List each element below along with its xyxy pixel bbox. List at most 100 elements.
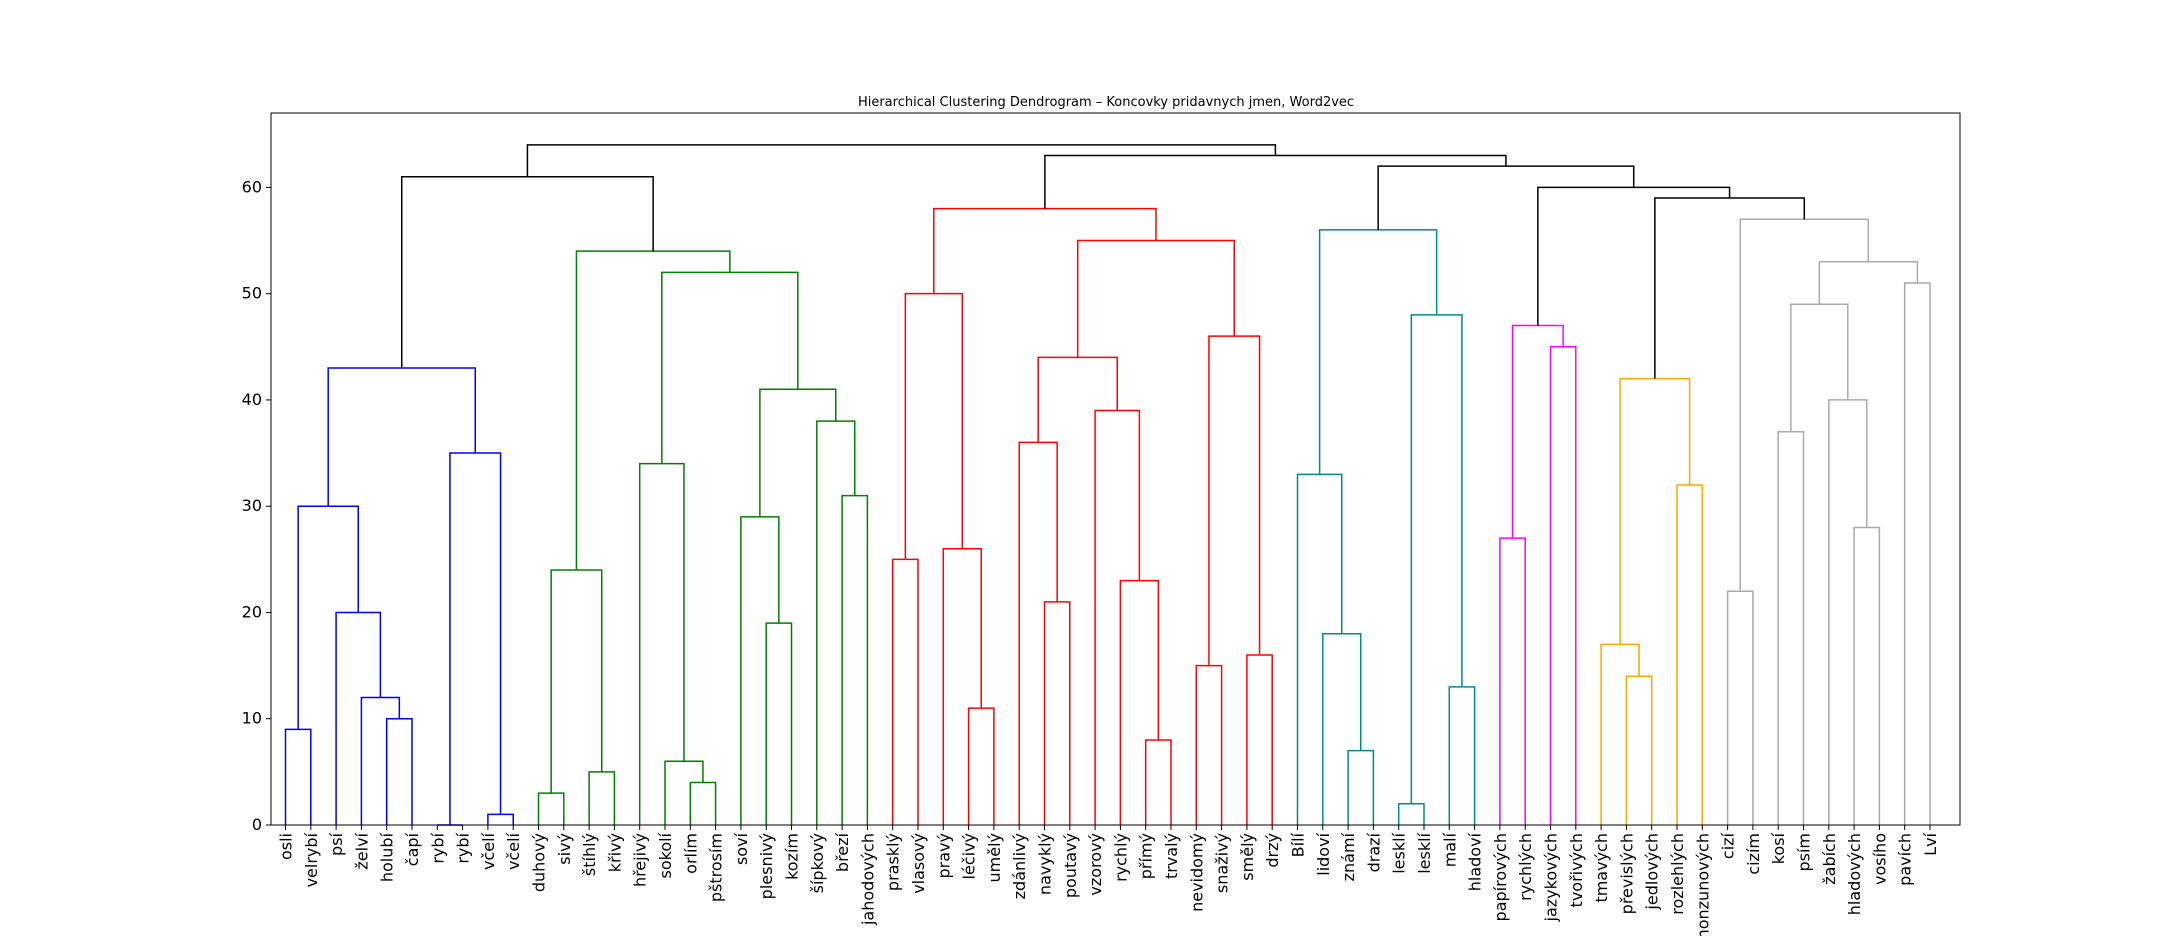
leaf-label: rychlých [1516,833,1535,901]
dendrogram-link [487,813,514,825]
y-tick-label: 40 [242,390,262,409]
leaf-label: pavích [1896,833,1915,886]
dendrogram-link [537,792,565,825]
dendrogram-link [1246,654,1273,825]
leaf-label: holubí [378,832,397,882]
leaf-label: rychlý [1111,833,1130,882]
leaf-label: osli [277,833,296,860]
dendrogram-link [360,696,401,825]
dendrogram-link [1044,154,1507,209]
leaf-label: kosí [1769,832,1788,864]
leaf-label: hladoví [1466,832,1485,891]
dendrogram-link [933,207,1157,294]
leaf-label: duhový [530,833,549,892]
dendrogram-link [1537,186,1731,326]
leaf-label: želví [352,832,371,869]
leaf-label: převislých [1617,833,1636,914]
leaf-label: monzunových [1693,833,1712,936]
leaf-label: velrybí [302,832,321,887]
leaf-label: rozlehlých [1668,833,1687,915]
leaf-label: hřejivý [631,833,650,887]
dendrogram-link [689,781,717,825]
leaf-label: sokolí [656,832,675,878]
leaf-label: cizím [1744,833,1763,875]
dendrogram-links [284,144,1931,826]
leaf-label: lesklí [1415,832,1434,873]
leaf-label: malí [1440,832,1459,867]
leaf-label: lidoví [1314,832,1333,875]
leaf-label: jedlových [1643,833,1662,911]
dendrogram-link [1600,643,1640,825]
leaf-label: prasklý [884,833,903,891]
leaf-label: papírových [1491,833,1510,921]
dendrogram-link [327,367,476,507]
dendrogram-link [550,569,603,794]
dendrogram-link [385,717,413,825]
leaf-label: vosího [1870,833,1889,885]
dendrogram-link [1094,409,1141,825]
leaf-label: štíhlý [580,833,599,876]
leaf-label: snaživý [1213,833,1232,893]
leaf-label: smělý [1238,833,1257,881]
leaf-label: rybí [428,832,447,863]
dendrogram-link [1318,229,1438,475]
dendrogram-link [1144,739,1172,825]
dendrogram-link [1296,473,1343,825]
y-tick-label: 30 [242,496,262,515]
leaf-label: navyklý [1036,833,1055,895]
dendrogram-link [1511,324,1564,539]
dendrogram-link [759,388,837,517]
dendrogram-link [588,771,616,825]
dendrogram-link [1018,441,1058,825]
dendrogram-link [1739,218,1870,592]
dendrogram-link [575,250,731,570]
leaf-label: čapí [403,832,422,866]
dendrogram-link [1676,484,1704,825]
leaf-label: drzý [1263,833,1282,868]
leaf-label: Lví [1921,832,1940,855]
dendrogram-link [1119,579,1160,825]
leaf-label: Bílí [1289,832,1308,857]
leaf-label: hladových [1845,833,1864,915]
dendrogram-link [284,728,312,825]
dendrogram-link [1448,686,1476,825]
leaf-label: jazykových [1542,833,1561,922]
dendrogram-link [638,462,685,825]
leaf-label: včelí [479,832,498,870]
leaf-label: plesnivý [757,833,776,899]
leaf-label: tmavých [1592,833,1611,903]
dendrogram-link [1903,282,1931,825]
leaf-label: pravý [934,833,953,878]
dendrogram-link [1828,399,1868,825]
dendrogram-link [740,516,780,825]
dendrogram-link [1777,431,1805,825]
chart-title: Hierarchical Clustering Dendrogram – Kon… [858,95,1354,110]
dendrogram-link [1654,197,1806,379]
leaf-label: kozím [783,833,802,880]
leaf-label: pštrosím [707,833,726,902]
y-axis: 0 10 20 30 40 50 60 [242,177,271,834]
y-tick-label: 0 [252,815,262,834]
leaf-label: známí [1339,832,1358,881]
y-tick-label: 60 [242,177,262,196]
dendrogram-link [942,547,982,825]
dendrogram-link [1076,239,1235,358]
dendrogram-link [891,558,919,825]
y-tick-label: 50 [242,284,262,303]
leaf-label: jahodových [858,833,877,926]
dendrogram-link [1853,526,1881,825]
leaf-label: drazí [1364,832,1383,872]
dendrogram-link [1347,749,1375,825]
leaf-label: včelí [504,832,523,870]
dendrogram-link [841,494,869,825]
leaf-label: cizí [1719,832,1738,859]
dendrogram-link [1037,356,1118,443]
dendrogram-link [1790,303,1849,432]
leaf-label: léčivý [960,833,979,879]
dendrogram-link [904,292,964,560]
dendrogram-link [449,452,502,825]
dendrogram-link [1043,601,1071,825]
dendrogram-link [1397,802,1425,825]
leaf-label: nevidomý [1187,833,1206,912]
